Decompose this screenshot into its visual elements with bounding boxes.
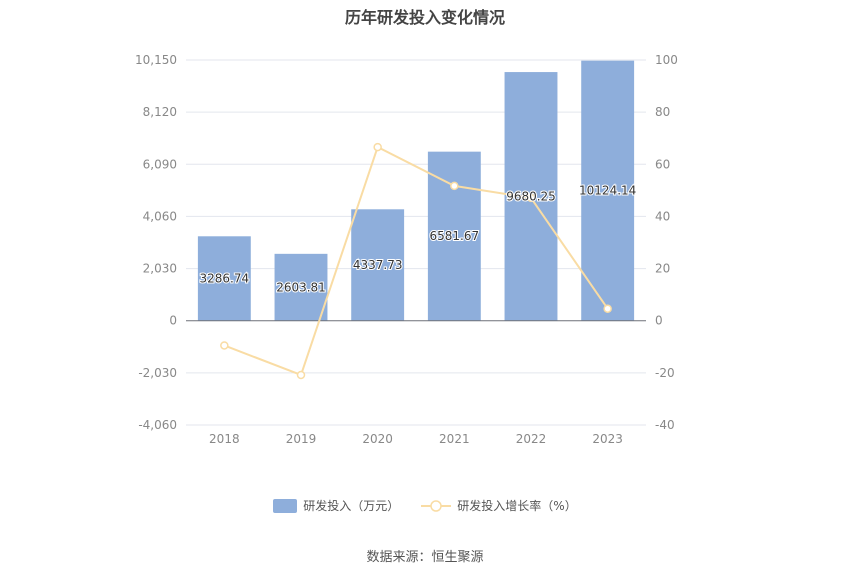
bar-data-label: 10124.14	[579, 184, 636, 198]
grid-lines	[186, 59, 646, 426]
growth-point	[296, 370, 306, 380]
x-tick-label: 2021	[439, 432, 470, 446]
legend-label-bar: 研发投入（万元）	[303, 499, 400, 513]
legend-bar-swatch	[273, 498, 298, 513]
legend-line-swatch	[421, 499, 452, 512]
legend-label-line: 研发投入增长率（%）	[457, 499, 577, 513]
bar	[427, 151, 481, 321]
left-tick-label: 8,120	[143, 105, 177, 119]
left-tick-label: 2,030	[143, 262, 177, 276]
right-tick-label: -40	[655, 418, 675, 432]
x-tick-label: 2019	[286, 432, 317, 446]
right-tick-label: 20	[655, 262, 670, 276]
bar-data-label: 2603.81	[276, 280, 326, 294]
right-tick-label: 0	[655, 314, 663, 328]
right-y-axis: 100 80 60 40 20 0 -20 -40	[655, 53, 678, 432]
right-tick-label: -20	[655, 366, 675, 380]
bar	[581, 60, 635, 321]
right-tick-label: 100	[655, 53, 678, 67]
x-tick-label: 2022	[516, 432, 547, 446]
growth-point	[603, 304, 612, 313]
growth-point	[220, 341, 229, 350]
legend-item-bar[interactable]: 研发投入（万元）	[273, 497, 399, 514]
x-tick-label: 2018	[209, 432, 240, 446]
growth-line	[223, 145, 609, 377]
bar-series	[197, 60, 635, 321]
growth-point	[450, 181, 459, 191]
right-tick-label: 80	[655, 105, 670, 119]
left-tick-label: 10,150	[135, 53, 177, 67]
growth-line-series	[220, 142, 612, 380]
x-axis: 2018 2019 2020 2021 2022 2023	[186, 320, 646, 446]
bar-data-label: 9680.25	[506, 189, 556, 203]
bar-data-labels: 3286.74 2603.81 4337.73 6581.67 9680.25 10124…	[199, 183, 638, 296]
left-tick-label: -2,030	[138, 366, 177, 380]
right-tick-label: 60	[655, 157, 670, 171]
bar	[351, 209, 405, 321]
left-y-axis: 10,150 8,120 6,090 4,060 2,030 0 -2,030 -4,060	[135, 53, 177, 432]
bar	[274, 253, 328, 321]
bar-data-label: 3286.74	[200, 272, 250, 286]
left-tick-label: 0	[169, 314, 177, 328]
bar-data-label: 4337.73	[353, 258, 403, 272]
growth-point	[526, 193, 536, 203]
chart-title: 历年研发投入变化情况	[344, 8, 505, 27]
bar	[197, 236, 251, 321]
source-note: 数据来源：恒生聚源	[366, 550, 484, 565]
legend: 研发投入（万元） 研发投入增长率（%）	[0, 497, 850, 514]
bar-data-label: 6581.67	[430, 229, 480, 243]
x-tick-label: 2023	[592, 432, 623, 446]
left-tick-label: 6,090	[143, 157, 177, 171]
left-tick-label: 4,060	[143, 209, 177, 223]
growth-point	[373, 142, 382, 152]
x-tick-label: 2020	[362, 432, 393, 446]
left-tick-label: -4,060	[138, 418, 177, 432]
legend-item-line[interactable]: 研发投入增长率（%）	[421, 497, 577, 514]
right-tick-label: 40	[655, 209, 670, 223]
